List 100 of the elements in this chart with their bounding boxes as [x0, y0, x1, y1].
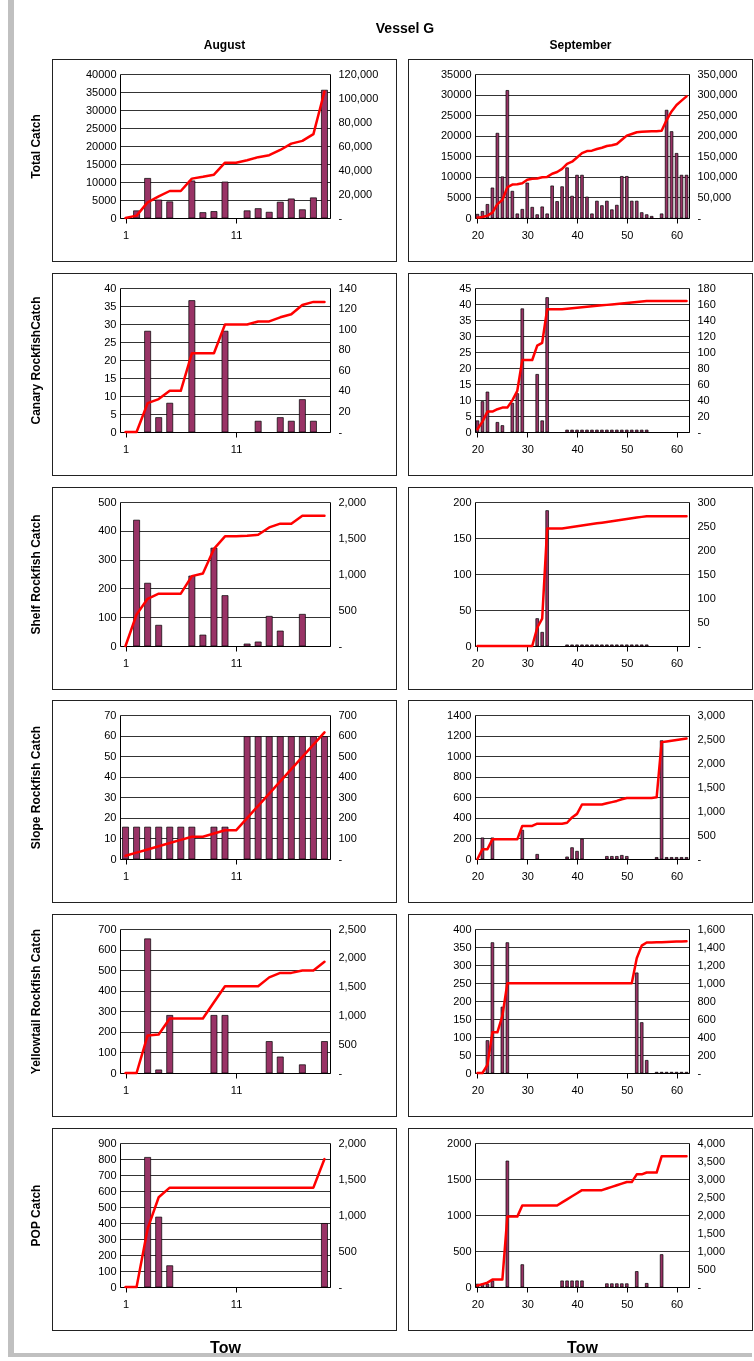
- y2-tick-label: 1,600: [697, 922, 726, 935]
- chart-subtitle: August: [203, 38, 246, 52]
- y-tick-label: 400: [98, 984, 117, 997]
- y2-tick-label: 120: [338, 301, 357, 314]
- y-tick-label: 800: [453, 770, 472, 783]
- y2-tick-label: 800: [697, 994, 716, 1007]
- x-tick-label: 40: [571, 1083, 584, 1096]
- y2-tick-label: 100: [697, 591, 716, 604]
- y-tick-label: 0: [465, 1066, 472, 1079]
- y2-tick-label: 120,000: [338, 67, 379, 80]
- x-tick-label: 30: [521, 1297, 534, 1310]
- x-tick-label: 50: [621, 1297, 634, 1310]
- y2-tick-label: 150: [697, 567, 716, 580]
- x-tick-label: 1: [122, 1083, 130, 1096]
- y-tick-label: 700: [98, 1168, 117, 1181]
- y-tick-label: 25: [459, 345, 472, 358]
- x-tick-label: 60: [670, 869, 684, 882]
- y2-tick-label: 500: [338, 603, 357, 616]
- y-tick-label: 0: [110, 852, 117, 865]
- x-tick-label: 40: [571, 869, 584, 882]
- y2-tick-label: -: [338, 1066, 343, 1079]
- y-tick-label: 30: [104, 317, 117, 330]
- y2-tick-label: 1,000: [697, 804, 726, 817]
- y2-tick-label: -: [338, 425, 343, 438]
- y-axis-title: Total Catch: [28, 114, 43, 179]
- y2-tick-label: 1,000: [338, 567, 367, 580]
- x-tick-label: 30: [521, 869, 534, 882]
- y-tick-label: 40: [104, 770, 117, 783]
- x-tick-label: 1: [122, 442, 130, 455]
- y-tick-label: 0: [465, 425, 472, 438]
- x-tick-label: 60: [670, 1083, 684, 1096]
- y-tick-label: 1000: [447, 1208, 472, 1221]
- y2-tick-label: 1,000: [338, 1009, 367, 1022]
- x-tick-label: 50: [621, 869, 634, 882]
- y-tick-label: 40: [459, 297, 472, 310]
- y2-tick-label: 100,000: [338, 91, 379, 104]
- y-tick-label: 0: [110, 1066, 117, 1079]
- y2-tick-label: 1,500: [697, 780, 726, 793]
- y-tick-label: 0: [465, 852, 472, 865]
- y2-tick-label: 1,500: [338, 1172, 367, 1185]
- y2-tick-label: 300,000: [697, 88, 738, 101]
- y2-tick-label: 500: [338, 1244, 357, 1257]
- y-tick-label: 35: [459, 313, 472, 326]
- y2-tick-label: 80: [338, 343, 351, 356]
- y-tick-label: 0: [110, 639, 117, 652]
- x-axis-title: Tow: [567, 1338, 599, 1356]
- y-tick-label: 10: [104, 389, 117, 402]
- y-axis-title: Slope Rockfish Catch: [28, 726, 43, 850]
- y2-tick-label: -: [697, 211, 702, 224]
- x-tick-label: 11: [230, 442, 243, 455]
- y-tick-label: 900: [98, 1136, 117, 1149]
- y2-tick-label: 200: [697, 543, 716, 556]
- y2-tick-label: 40,000: [338, 163, 373, 176]
- y2-tick-label: 3,000: [697, 708, 726, 721]
- x-tick-label: 30: [521, 442, 534, 455]
- y-tick-label: 70: [104, 708, 117, 721]
- y2-tick-label: 50: [697, 615, 710, 628]
- y2-tick-label: 250: [697, 519, 716, 532]
- y-tick-label: 30: [104, 791, 117, 804]
- y-tick-label: 200: [98, 581, 117, 594]
- y-tick-label: 2000: [447, 1136, 472, 1149]
- y2-tick-label: 180: [697, 281, 716, 294]
- y2-tick-label: 2,000: [338, 495, 367, 508]
- y2-tick-label: -: [338, 852, 343, 865]
- y-tick-label: 400: [98, 523, 117, 536]
- y2-tick-label: -: [697, 1066, 702, 1079]
- y2-tick-label: 500: [697, 1262, 716, 1275]
- y-tick-label: 0: [465, 1280, 472, 1293]
- y2-tick-label: 2,500: [697, 1190, 726, 1203]
- y2-tick-label: 1,400: [697, 940, 726, 953]
- y-tick-label: 150: [453, 531, 472, 544]
- y2-tick-label: 20: [338, 404, 351, 417]
- x-axis-title: Tow: [210, 1338, 242, 1356]
- x-tick-label: 30: [521, 228, 534, 241]
- x-tick-label: 60: [670, 228, 684, 241]
- y2-tick-label: 300: [697, 495, 716, 508]
- x-tick-label: 11: [230, 228, 243, 241]
- y2-tick-label: 60: [697, 377, 710, 390]
- y-tick-label: 0: [465, 639, 472, 652]
- y-tick-label: 200: [98, 1025, 117, 1038]
- y2-tick-label: 100,000: [697, 170, 738, 183]
- y-tick-label: 25: [104, 335, 117, 348]
- y-tick-label: 20000: [440, 129, 472, 142]
- x-tick-label: 30: [521, 1083, 534, 1096]
- x-tick-label: 11: [230, 1297, 243, 1310]
- y2-tick-label: 1,200: [697, 958, 726, 971]
- y-tick-label: 30000: [85, 103, 117, 116]
- y-tick-label: 600: [98, 943, 117, 956]
- y-tick-label: 100: [453, 1030, 472, 1043]
- y2-tick-label: 2,000: [338, 951, 367, 964]
- x-tick-label: 11: [230, 1083, 243, 1096]
- y2-tick-label: 300: [338, 791, 357, 804]
- x-tick-label: 1: [122, 228, 130, 241]
- y2-tick-label: 250,000: [697, 108, 738, 121]
- y2-tick-label: 3,000: [697, 1172, 726, 1185]
- x-tick-label: 50: [621, 442, 634, 455]
- y-tick-label: 45: [459, 281, 472, 294]
- y2-tick-label: 500: [697, 828, 716, 841]
- y2-tick-label: 1,500: [697, 1226, 726, 1239]
- y-tick-label: 0: [110, 1280, 117, 1293]
